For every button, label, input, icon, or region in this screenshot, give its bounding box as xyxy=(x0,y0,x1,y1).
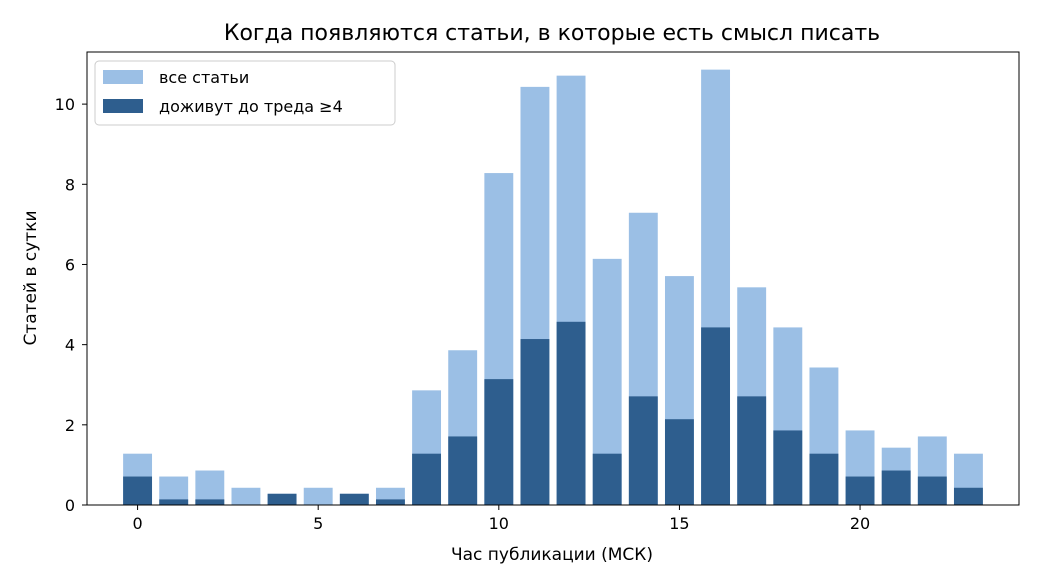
bars-layer xyxy=(123,69,983,506)
bar-survive-6 xyxy=(339,493,369,505)
bar-survive-0 xyxy=(123,476,153,505)
x-tick-label-0: 0 xyxy=(132,514,142,533)
bar-survive-9 xyxy=(448,436,478,505)
y-tick-label-6: 6 xyxy=(65,255,75,274)
bar-survive-10 xyxy=(484,379,514,505)
x-tick-label-5: 5 xyxy=(313,514,323,533)
legend-label-all: все статьи xyxy=(159,68,249,87)
x-tick-label-20: 20 xyxy=(850,514,870,533)
legend: все статьи доживут до треда ≥4 xyxy=(94,60,396,126)
y-axis-label: Статей в сутки xyxy=(21,210,41,345)
bar-survive-2 xyxy=(195,499,225,505)
bar-survive-23 xyxy=(953,487,983,505)
y-tick-label-10: 10 xyxy=(55,95,75,114)
bar-survive-20 xyxy=(845,476,875,505)
y-tick-label-4: 4 xyxy=(65,336,75,355)
plot-frame xyxy=(86,51,1020,506)
y-tick-label-2: 2 xyxy=(65,416,75,435)
bar-all-5 xyxy=(303,487,333,505)
ticks-layer: 0 5 10 15 20 0 2 4 6 8 10 xyxy=(55,95,871,533)
x-axis-label: Час публикации (МСК) xyxy=(451,545,653,565)
bar-survive-12 xyxy=(556,321,586,505)
bar-survive-16 xyxy=(701,327,731,505)
x-tick-label-15: 15 xyxy=(669,514,689,533)
bar-all-3 xyxy=(231,487,261,505)
bar-survive-4 xyxy=(267,493,297,505)
chart-title: Когда появляются статьи, в которые есть … xyxy=(224,21,880,46)
bar-survive-8 xyxy=(412,453,442,505)
bar-survive-1 xyxy=(159,499,189,505)
legend-swatch-survive xyxy=(103,99,143,113)
bar-survive-7 xyxy=(375,499,405,505)
bar-survive-13 xyxy=(592,453,622,505)
bar-survive-14 xyxy=(628,396,658,505)
bar-survive-19 xyxy=(809,453,839,505)
bar-survive-17 xyxy=(737,396,767,505)
legend-label-survive: доживут до треда ≥4 xyxy=(159,97,343,116)
bar-survive-21 xyxy=(881,470,911,505)
y-tick-label-0: 0 xyxy=(65,496,75,515)
x-tick-label-10: 10 xyxy=(489,514,509,533)
legend-swatch-all xyxy=(103,70,143,84)
bar-survive-22 xyxy=(917,476,947,505)
legend-box xyxy=(94,60,396,126)
bar-all-2 xyxy=(195,470,225,505)
y-tick-label-8: 8 xyxy=(65,175,75,194)
bar-survive-15 xyxy=(664,419,694,505)
bar-survive-11 xyxy=(520,339,550,505)
bar-survive-18 xyxy=(773,430,803,505)
